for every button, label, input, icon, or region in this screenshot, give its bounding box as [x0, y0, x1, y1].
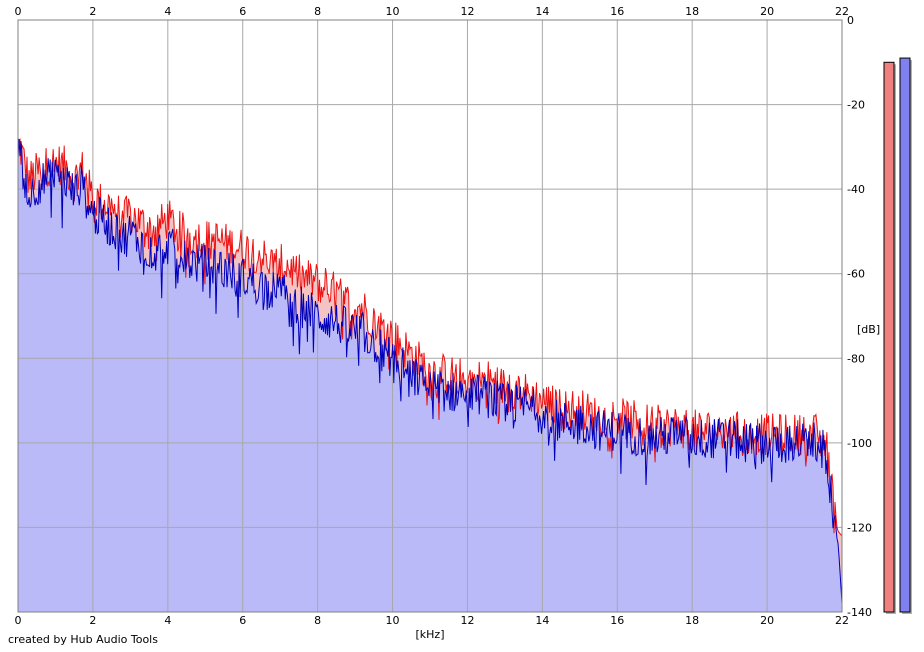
x-axis-label: [kHz]	[416, 628, 445, 641]
x-tick-label-bottom: 10	[386, 614, 400, 627]
x-tick-label-top: 0	[15, 5, 22, 18]
red-series-line	[17, 138, 843, 537]
y-tick-label: -20	[847, 99, 865, 112]
x-tick-label-top: 20	[760, 5, 774, 18]
credit-text: created by Hub Audio Tools	[8, 633, 158, 646]
y-tick-label: -100	[847, 437, 872, 450]
x-tick-label-bottom: 4	[164, 614, 171, 627]
y-tick-label: -40	[847, 183, 865, 196]
x-tick-label-bottom: 16	[610, 614, 624, 627]
x-tick-label-bottom: 20	[760, 614, 774, 627]
x-tick-label-bottom: 8	[314, 614, 321, 627]
x-tick-label-top: 14	[535, 5, 549, 18]
x-tick-label-bottom: 2	[89, 614, 96, 627]
x-tick-label-top: 10	[386, 5, 400, 18]
x-tick-label-bottom: 14	[535, 614, 549, 627]
x-tick-label-bottom: 18	[685, 614, 699, 627]
plot-frame	[17, 19, 843, 613]
x-tick-label-top: 16	[610, 5, 624, 18]
y-tick-label: -80	[847, 352, 865, 365]
y-tick-label: 0	[847, 14, 854, 27]
blue-level-meter	[899, 57, 911, 613]
blue-series-line	[17, 138, 843, 604]
x-tick-label-top: 22	[835, 5, 849, 18]
y-axis-label: [dB]	[857, 323, 880, 336]
x-tick-label-top: 18	[685, 5, 699, 18]
y-tick-label: -60	[847, 268, 865, 281]
x-tick-label-bottom: 12	[460, 614, 474, 627]
y-tick-label: -140	[847, 606, 872, 619]
y-tick-label: -120	[847, 521, 872, 534]
x-tick-label-bottom: 0	[15, 614, 22, 627]
x-tick-label-top: 8	[314, 5, 321, 18]
x-tick-label-top: 2	[89, 5, 96, 18]
x-tick-label-bottom: 22	[835, 614, 849, 627]
x-tick-label-top: 6	[239, 5, 246, 18]
x-tick-label-top: 12	[460, 5, 474, 18]
x-tick-label-top: 4	[164, 5, 171, 18]
x-tick-label-bottom: 6	[239, 614, 246, 627]
red-level-meter	[883, 61, 895, 613]
